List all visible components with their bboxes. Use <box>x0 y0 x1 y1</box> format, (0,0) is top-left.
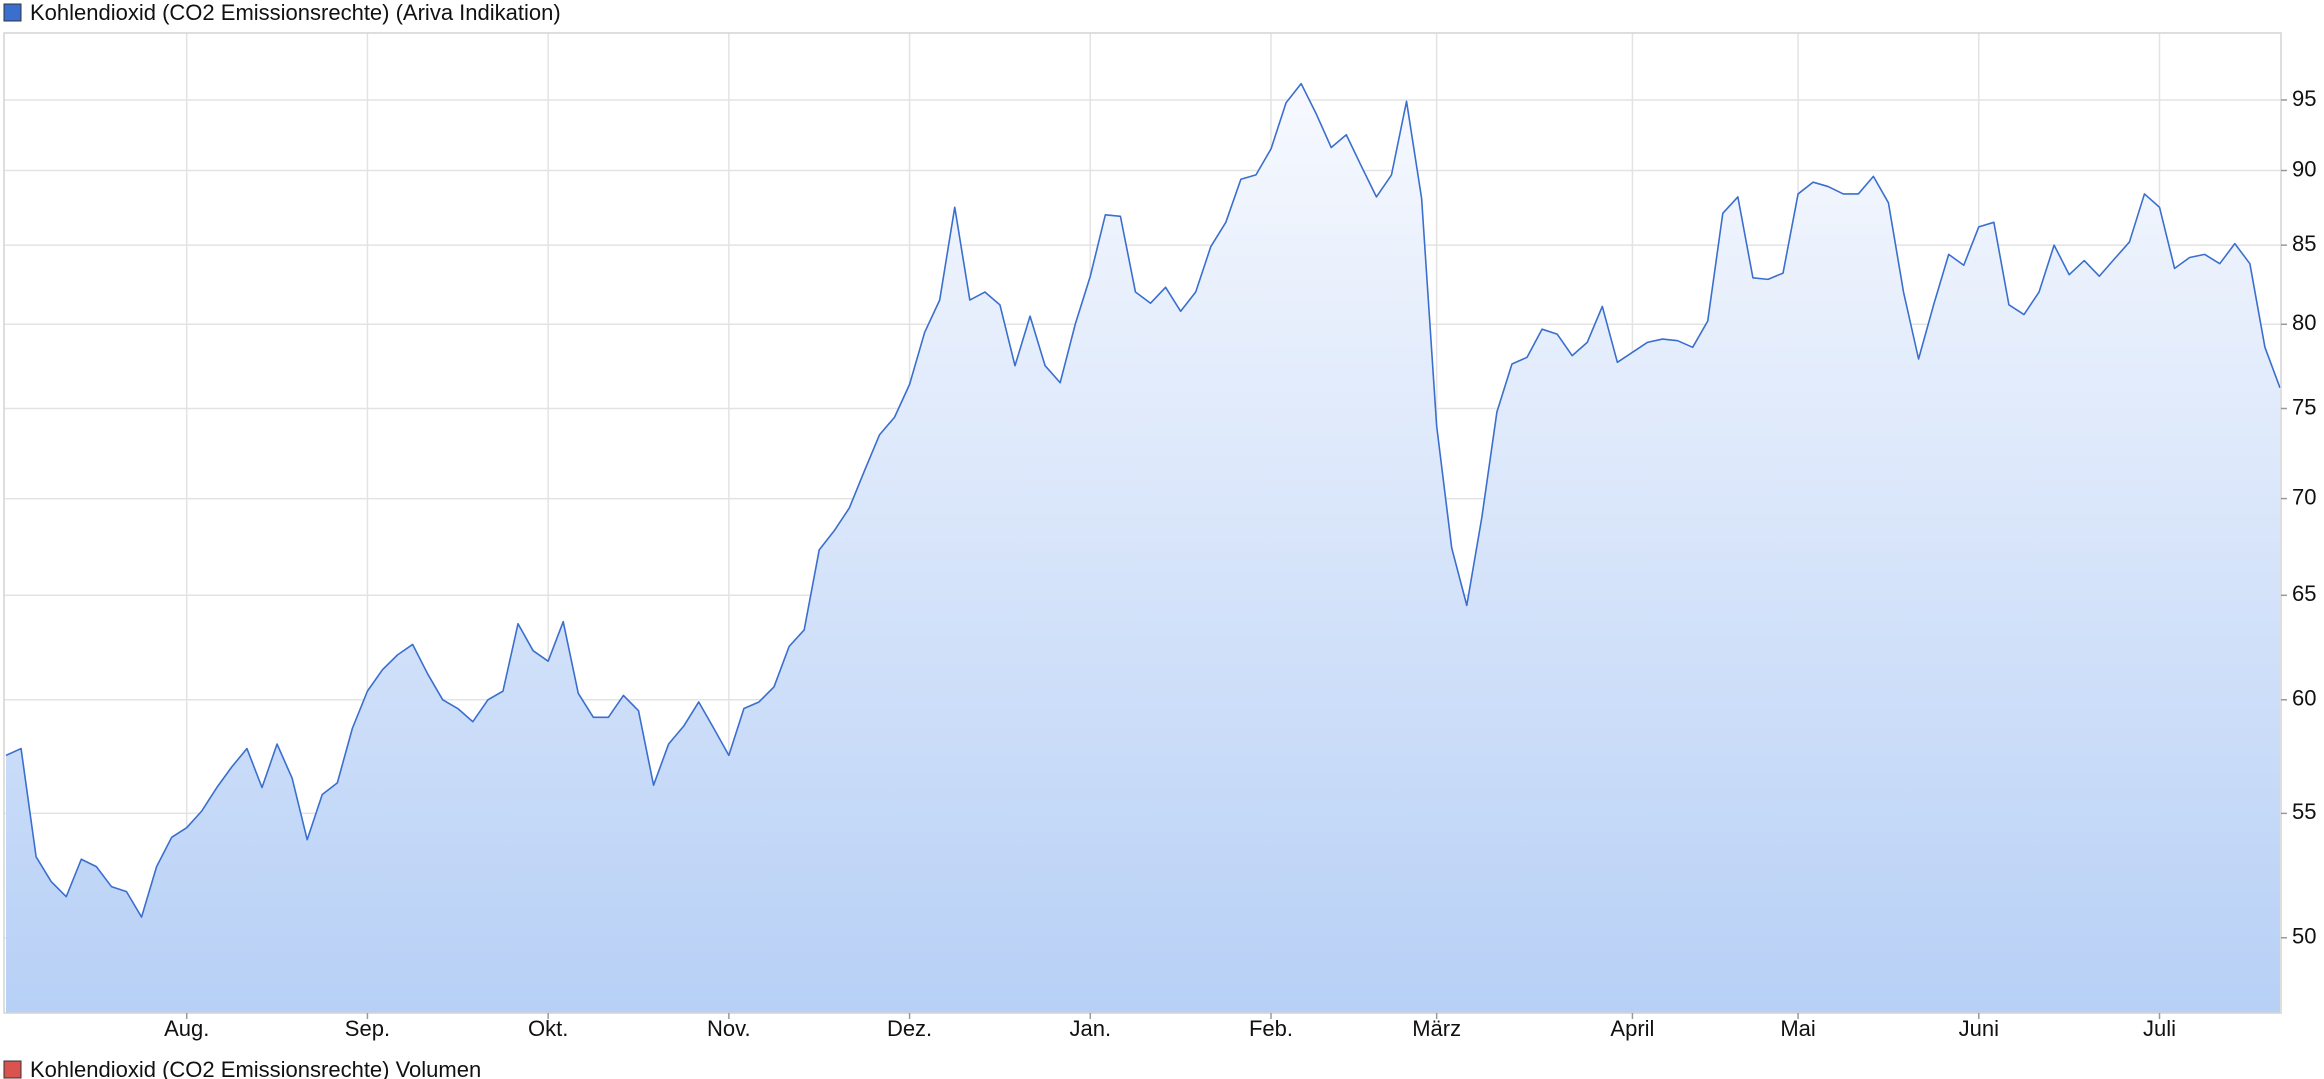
legend-swatch <box>3 1060 22 1079</box>
x-tick-label: März <box>1412 1016 1461 1041</box>
y-tick-label: 65 <box>2292 581 2316 606</box>
x-tick-label: Juli <box>2143 1016 2176 1041</box>
legend-label: Kohlendioxid (CO2 Emissionsrechte) (Ariv… <box>30 0 561 25</box>
x-tick-label: Jan. <box>1069 1016 1111 1041</box>
x-tick-label: Juni <box>1959 1016 1999 1041</box>
x-tick-label: Mai <box>1780 1016 1815 1041</box>
area <box>6 83 2280 1013</box>
legend-label: Kohlendioxid (CO2 Emissionsrechte) Volum… <box>30 1057 481 1079</box>
y-tick-label: 85 <box>2292 231 2316 256</box>
x-tick-label: Dez. <box>887 1016 932 1041</box>
line <box>5 82 2281 918</box>
y-tick-label: 80 <box>2292 310 2316 335</box>
x-tick-label: Okt. <box>528 1016 568 1041</box>
y-tick-label: 60 <box>2292 686 2316 711</box>
x-tick-label: Nov. <box>707 1016 751 1041</box>
y-tick-label: 95 <box>2292 86 2316 111</box>
x-tick-label: April <box>1610 1016 1654 1041</box>
legend-swatch <box>3 3 22 22</box>
y-tick-label: 75 <box>2292 394 2316 419</box>
axes: 50 55 60 65 70 75 80 85 90 95 Aug. Sep. Okt. Nov. Dez.… <box>164 86 2316 1041</box>
plot-frame <box>3 32 2282 1014</box>
y-tick-label: 50 <box>2292 924 2316 949</box>
x-tick-label: Sep. <box>345 1016 390 1041</box>
plot-area <box>5 82 2281 1013</box>
y-tick-label: 90 <box>2292 156 2316 181</box>
y-tick-label: 55 <box>2292 799 2316 824</box>
x-tick-label: Aug. <box>164 1016 209 1041</box>
x-tick-label: Feb. <box>1249 1016 1293 1041</box>
y-tick-label: 70 <box>2292 484 2316 509</box>
